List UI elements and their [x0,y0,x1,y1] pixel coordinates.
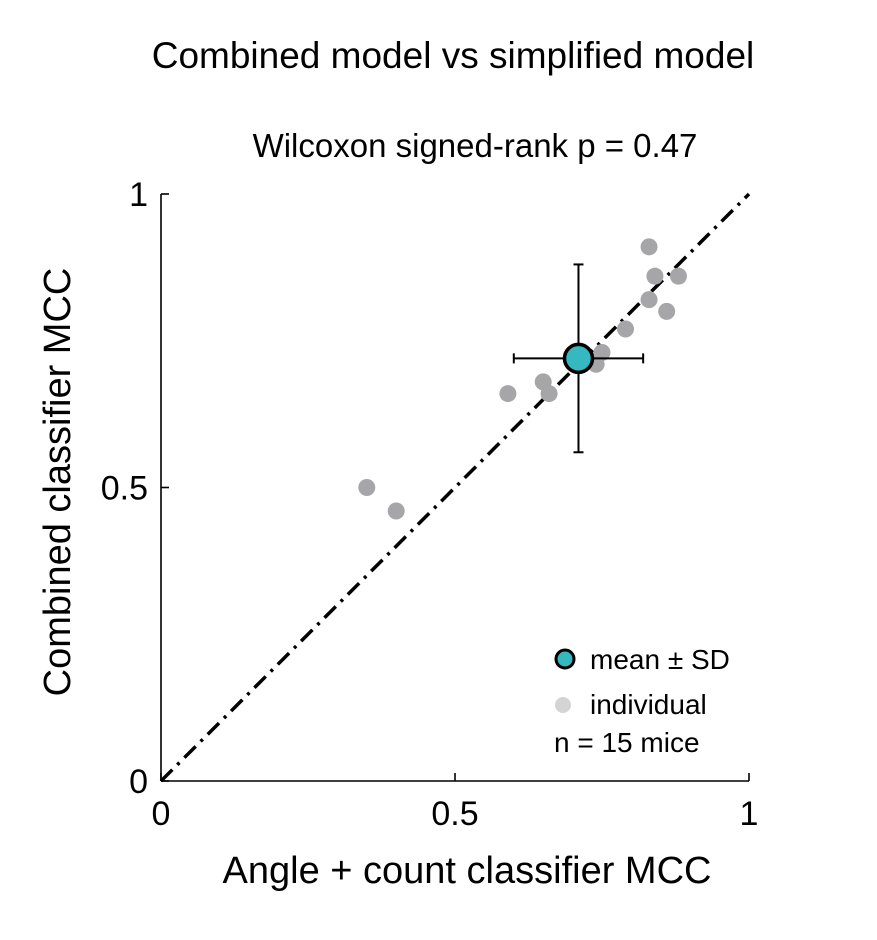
legend-mean-marker [554,648,576,670]
individual-point [646,267,664,285]
identity-line-path [159,192,751,783]
individual-point [540,385,558,403]
legend-n-label: n = 15 mice [554,727,700,758]
individual-point [387,502,405,520]
individual-point [593,343,611,361]
legend-mean-label: mean ± SD [590,644,730,675]
chart-subtitle: Wilcoxon signed-rank p = 0.47 [253,127,698,164]
identity-line [159,192,751,783]
x-axis-label: Angle + count classifier MCC [223,850,712,892]
individual-point [669,267,687,285]
y-tick-label: 1 [129,176,148,214]
individual-points [358,238,687,520]
individual-point [640,238,658,256]
tick-marks: 0 0.5 1 0 0.5 1 [101,176,759,833]
x-tick-label: 0 [152,795,171,833]
individual-point [358,479,376,496]
mean-marker-group [562,342,595,375]
legend-individual-label: individual [590,689,707,720]
y-axis-label: Combined classifier MCC [37,268,79,697]
x-tick-label: 1 [740,795,759,833]
individual-point [658,302,676,320]
individual-point [617,320,635,338]
x-tick-label: 0.5 [431,795,478,833]
y-tick-label: 0.5 [101,470,148,508]
mean-marker [562,342,595,375]
individual-point [499,385,517,403]
legend: mean ± SD individual n = 15 mice [554,644,730,758]
chart-title: Combined model vs simplified model [152,35,755,76]
legend-individual-marker [555,697,571,713]
individual-point [640,291,658,309]
y-tick-label: 0 [129,763,148,801]
